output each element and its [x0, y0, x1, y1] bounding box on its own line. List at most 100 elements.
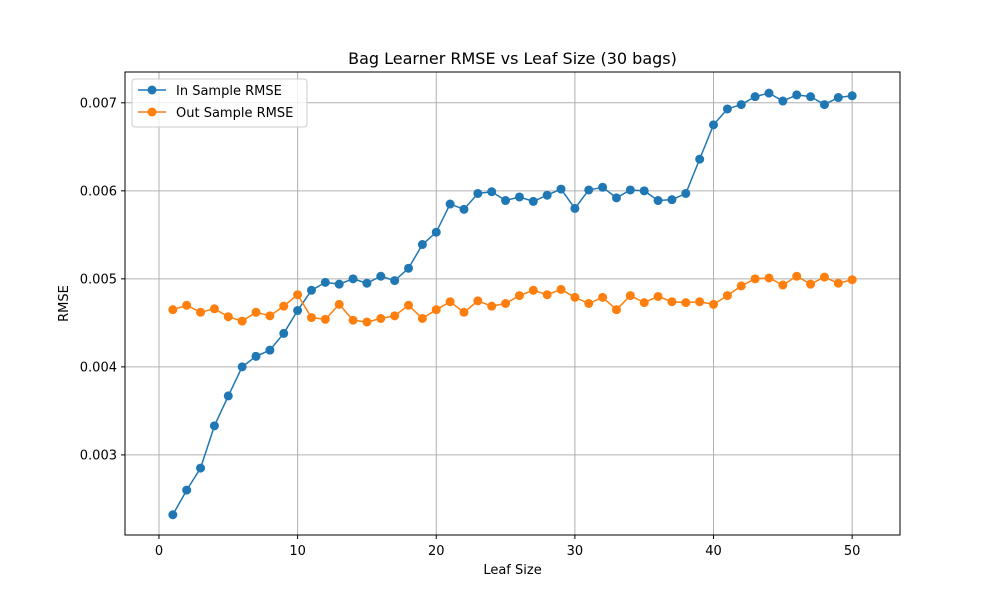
- data-point-out-sample: [279, 301, 289, 311]
- y-axis-label: RMSE: [57, 285, 72, 322]
- data-point-in-sample: [819, 100, 829, 110]
- data-point-out-sample: [570, 292, 580, 302]
- x-axis-label: Leaf Size: [483, 563, 541, 578]
- x-tick-label: 10: [289, 544, 306, 559]
- data-point-out-sample: [445, 297, 455, 307]
- data-point-in-sample: [833, 93, 843, 103]
- x-tick-label: 50: [844, 544, 861, 559]
- data-point-out-sample: [320, 314, 330, 324]
- data-point-out-sample: [334, 299, 344, 309]
- data-point-in-sample: [265, 345, 275, 355]
- legend-label-in-sample: In Sample RMSE: [176, 84, 282, 99]
- data-point-in-sample: [376, 271, 386, 281]
- legend-entry-in-sample: In Sample RMSE: [138, 84, 282, 99]
- data-point-in-sample: [473, 188, 483, 198]
- data-point-out-sample: [681, 298, 691, 308]
- data-point-in-sample: [778, 96, 788, 106]
- data-point-out-sample: [598, 292, 608, 302]
- data-point-out-sample: [667, 297, 677, 307]
- data-point-out-sample: [778, 280, 788, 290]
- data-point-in-sample: [722, 104, 732, 114]
- data-point-out-sample: [556, 284, 566, 294]
- plot-area: [125, 72, 900, 535]
- data-point-in-sample: [237, 362, 247, 372]
- data-point-out-sample: [473, 296, 483, 306]
- data-point-in-sample: [431, 227, 441, 237]
- x-tick-label: 40: [705, 544, 722, 559]
- data-point-out-sample: [404, 300, 414, 310]
- data-point-in-sample: [792, 90, 802, 100]
- gridlines: [125, 72, 900, 535]
- data-point-in-sample: [362, 278, 372, 288]
- y-tick-label: 0.006: [80, 184, 117, 199]
- data-point-out-sample: [792, 271, 802, 281]
- data-point-out-sample: [209, 304, 219, 314]
- data-point-out-sample: [819, 272, 829, 282]
- data-point-in-sample: [251, 351, 261, 361]
- data-point-in-sample: [168, 510, 178, 520]
- data-point-in-sample: [459, 204, 469, 214]
- data-point-in-sample: [847, 91, 857, 101]
- legend-marker-out-sample: [147, 107, 157, 117]
- data-point-in-sample: [695, 154, 705, 164]
- data-point-in-sample: [306, 285, 316, 295]
- data-point-out-sample: [833, 278, 843, 288]
- data-point-in-sample: [736, 100, 746, 110]
- data-point-in-sample: [584, 185, 594, 195]
- data-point-out-sample: [459, 307, 469, 317]
- data-point-out-sample: [695, 297, 705, 307]
- legend-marker-in-sample: [147, 85, 157, 95]
- data-point-in-sample: [320, 277, 330, 287]
- data-point-out-sample: [223, 312, 233, 322]
- data-point-in-sample: [806, 92, 816, 102]
- data-point-out-sample: [764, 273, 774, 283]
- series-in-sample: [168, 88, 857, 520]
- data-point-in-sample: [556, 184, 566, 194]
- data-point-out-sample: [251, 307, 261, 317]
- legend-box: [131, 78, 308, 128]
- data-point-in-sample: [750, 92, 760, 102]
- data-point-in-sample: [514, 192, 524, 202]
- legend: In Sample RMSE Out Sample RMSE: [131, 78, 308, 128]
- data-point-out-sample: [168, 305, 178, 315]
- data-point-in-sample: [279, 328, 289, 338]
- series-out-sample: [168, 271, 857, 327]
- data-point-in-sample: [667, 195, 677, 205]
- data-point-out-sample: [390, 311, 400, 321]
- data-point-in-sample: [348, 274, 358, 284]
- data-point-out-sample: [501, 299, 511, 308]
- data-point-out-sample: [722, 291, 732, 301]
- data-point-out-sample: [265, 311, 275, 321]
- data-point-in-sample: [501, 196, 511, 206]
- data-point-out-sample: [237, 316, 247, 326]
- data-point-in-sample: [709, 120, 719, 130]
- data-point-in-sample: [417, 240, 427, 250]
- data-point-out-sample: [625, 291, 635, 301]
- legend-label-out-sample: Out Sample RMSE: [176, 106, 293, 121]
- data-point-in-sample: [293, 306, 303, 316]
- data-point-in-sample: [598, 182, 608, 192]
- data-point-out-sample: [417, 313, 427, 323]
- chart-title: Bag Learner RMSE vs Leaf Size (30 bags): [348, 49, 677, 68]
- data-point-out-sample: [806, 279, 816, 289]
- y-tick-label: 0.007: [80, 96, 117, 111]
- data-point-in-sample: [404, 263, 414, 273]
- data-point-in-sample: [390, 276, 400, 286]
- data-point-in-sample: [764, 88, 774, 98]
- y-tick-label: 0.003: [80, 448, 117, 463]
- data-point-in-sample: [653, 196, 663, 206]
- data-point-out-sample: [306, 313, 316, 323]
- data-point-out-sample: [542, 290, 552, 300]
- data-point-out-sample: [293, 290, 303, 300]
- data-point-out-sample: [362, 317, 372, 327]
- data-point-out-sample: [584, 299, 594, 308]
- data-point-out-sample: [847, 275, 857, 285]
- data-point-out-sample: [639, 298, 649, 308]
- data-point-in-sample: [611, 193, 621, 203]
- x-tick-label: 30: [567, 544, 584, 559]
- data-point-out-sample: [431, 305, 441, 315]
- data-point-out-sample: [611, 305, 621, 315]
- plot-frame: [124, 71, 901, 536]
- data-point-out-sample: [709, 299, 719, 309]
